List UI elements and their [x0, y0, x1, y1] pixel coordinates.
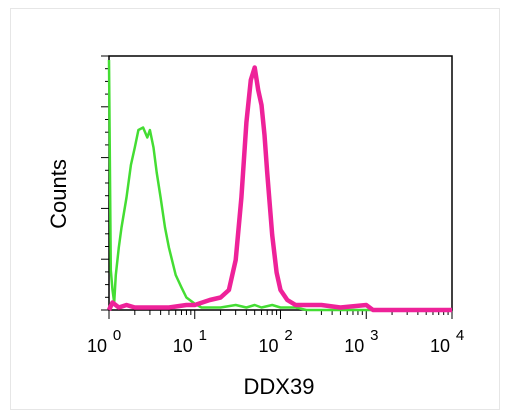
- plot-area: [108, 55, 453, 311]
- series-layer: [106, 59, 452, 313]
- series-line-1: [107, 59, 452, 312]
- x-tick-label-base: 10: [87, 336, 107, 356]
- x-tick-label-base: 10: [430, 336, 450, 356]
- x-tick-label-exponent: 2: [284, 327, 292, 344]
- y-axis-label: Counts: [46, 159, 71, 229]
- axes: 10 0 10 1 10 2 10 3 10 4: [87, 55, 464, 356]
- series-line-2: [106, 65, 452, 313]
- x-tick-label-exponent: 3: [370, 327, 378, 344]
- x-axis-label: DDX39: [244, 374, 315, 399]
- x-tick-label-base: 10: [258, 336, 278, 356]
- plot-border: [108, 55, 453, 311]
- x-tick-label-exponent: 0: [113, 327, 121, 344]
- x-tick-label-base: 10: [344, 336, 364, 356]
- x-tick-label-exponent: 1: [199, 327, 207, 344]
- figure-frame: [10, 8, 500, 410]
- x-tick-label-exponent: 4: [456, 327, 464, 344]
- x-tick-label-base: 10: [173, 336, 193, 356]
